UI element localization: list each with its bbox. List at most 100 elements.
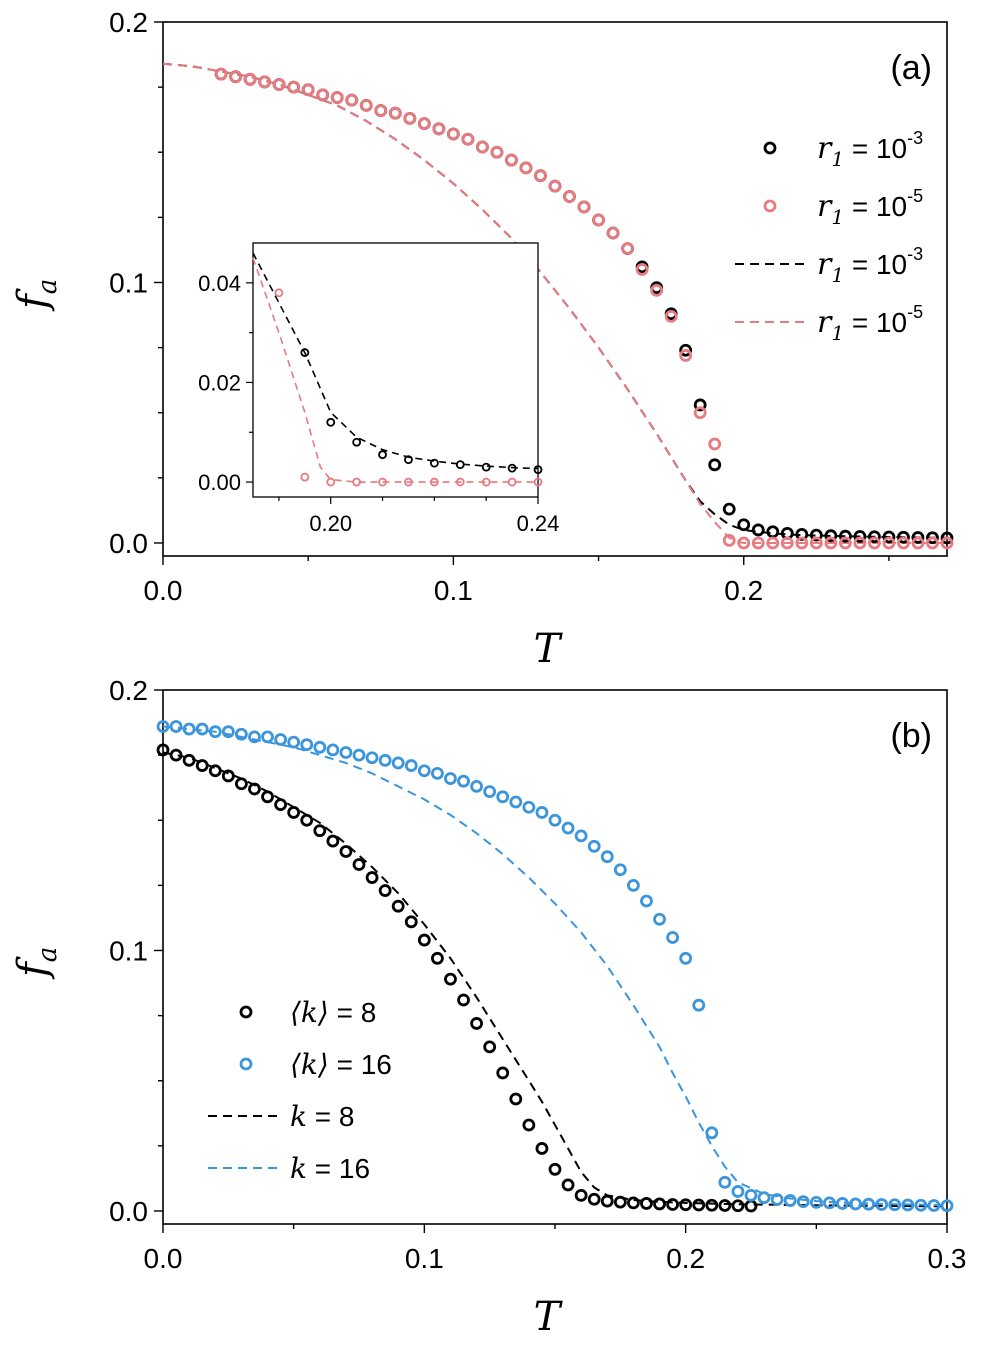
series-2-point [470,1017,484,1030]
series-2-point [507,463,517,473]
series-3-point [533,477,543,487]
legend-label-var: ⟨k⟩ [290,1048,329,1081]
series-3-point [378,753,392,767]
legend-label-sub: 1 [831,147,844,171]
series-3-point [838,536,852,550]
series-2-point [731,1199,745,1213]
series-2-point [287,806,301,819]
series-3-point [330,91,344,104]
series-1-line [252,257,538,483]
series-3-point [940,536,954,550]
series-2-point [613,1195,627,1209]
legend-label: r1 = 10-5 [817,302,923,345]
series-2-point [509,1092,523,1106]
legend-label-sub: 1 [831,205,844,229]
series-3-point [613,863,627,877]
series-2-point [548,1162,562,1176]
series-3-point [208,725,222,739]
legend-label-base: = 16 [329,1049,392,1080]
series-3-point [365,751,379,765]
series-3-point [664,309,678,323]
series-3-point [809,1195,823,1209]
series-3-point [234,727,248,741]
series-2-point [744,1199,758,1213]
series-2-point [169,748,183,762]
y-axis-label-sub: a [33,279,63,295]
series-3-point [522,800,536,814]
series-3-point [824,536,838,550]
series-3-point [853,536,867,550]
x-tick-label: 0.2 [724,575,763,606]
legend-label-sub: 1 [831,321,844,345]
series-2-point [326,417,336,427]
legend-label-base: = 8 [329,997,376,1028]
series-3-point [635,263,649,276]
series-3-point [862,1197,875,1211]
series-2-point [522,1118,536,1132]
series-3-point [940,1199,954,1213]
series-0-line [252,252,539,470]
y-axis-label-sub: a [33,947,63,963]
series-3-point [809,536,823,550]
series-3-point [352,748,366,762]
series-3-point [770,1193,784,1206]
series-2-point [766,525,780,539]
legend-marker [239,1005,253,1019]
series-3-point [287,80,301,94]
series-3-point [875,1198,889,1211]
series-3-point [535,806,549,819]
series-3-point [548,813,562,827]
x-tick-label: 0.0 [144,575,183,606]
series-3-point [882,536,896,550]
series-2-point [627,1196,640,1210]
series-2-point [692,1198,706,1212]
series-3-point [444,772,457,785]
inset-x-tick-label: 0.20 [309,511,352,536]
legend-label-exp: -5 [907,302,923,322]
x-tick-label: 0.1 [434,575,473,606]
series-2-point [868,530,881,544]
series-3-point [432,122,446,136]
panel-label: (a) [890,49,932,87]
series-2-point [481,462,491,472]
series-2-point [300,348,310,357]
series-2-point [455,460,465,470]
series-2-point [208,764,222,778]
series-3-point [481,477,491,487]
legend-label-exp: -3 [907,244,923,264]
series-3-point [195,722,209,736]
series-2-point [708,458,722,472]
legend-label-var: ⟨k⟩ [290,996,329,1029]
series-3-point [901,1198,915,1212]
series-3-point [272,78,286,91]
series-3-point [446,127,460,141]
series-2-point [404,915,418,929]
legend-label: ⟨k⟩ = 8 [290,996,376,1029]
series-2-point [737,518,751,532]
series-3-point [587,839,601,853]
series-3-point [534,169,547,183]
series-2-point [722,502,736,516]
series-3-point [507,477,517,487]
y-tick-label: 0.1 [109,935,148,966]
legend-label-var: k [290,1152,307,1185]
inset-x-tick-label: 0.24 [517,511,560,536]
y-axis-label: fa [10,279,63,312]
series-3-point [561,821,575,835]
series-3-point [650,283,664,297]
series-3-point [868,536,881,550]
series-3-point [751,536,765,550]
series-3-point [718,1175,732,1189]
legend-label-exp: -5 [907,186,923,206]
series-3-point [352,477,362,487]
series-3-point [300,472,310,482]
series-3-point [429,477,439,487]
series-3-point [455,477,465,487]
series-3-point [496,790,510,804]
series-3-point [796,1195,810,1208]
series-2-point [352,437,362,447]
series-3-point [606,226,620,240]
legend-label-base: = 10 [844,191,907,222]
series-2-point [274,798,288,812]
